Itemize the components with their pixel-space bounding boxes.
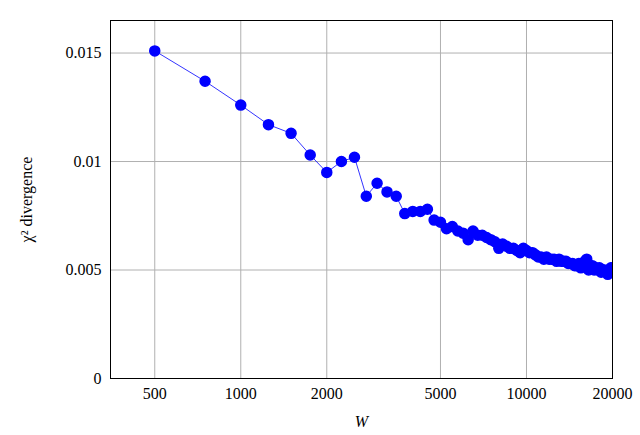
svg-text:20000: 20000 — [593, 385, 633, 402]
svg-text:0.005: 0.005 — [66, 261, 102, 278]
svg-text:0.01: 0.01 — [74, 153, 102, 170]
svg-text:500: 500 — [143, 385, 167, 402]
svg-text:1000: 1000 — [225, 385, 257, 402]
svg-text:0.015: 0.015 — [66, 44, 102, 61]
svg-text:5000: 5000 — [424, 385, 456, 402]
svg-text:χ² divergence: χ² divergence — [18, 157, 36, 244]
svg-text:2000: 2000 — [311, 385, 343, 402]
svg-text:W: W — [355, 413, 370, 430]
svg-text:10000: 10000 — [506, 385, 546, 402]
svg-text:0: 0 — [94, 370, 102, 387]
